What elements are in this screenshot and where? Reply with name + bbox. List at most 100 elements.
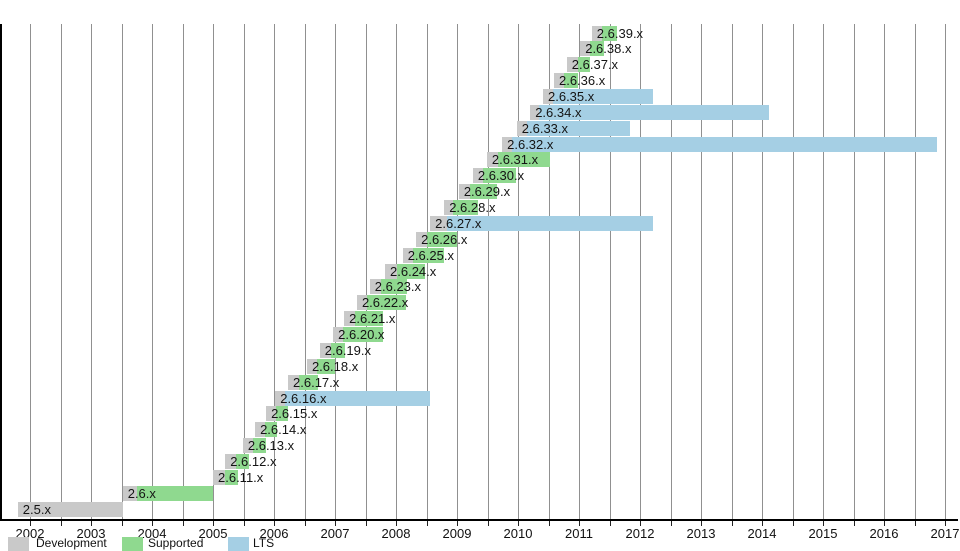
lts-swatch — [228, 537, 249, 551]
axis-tick — [762, 521, 763, 526]
gridline — [731, 24, 733, 519]
version-label: 2.6.23.x — [374, 279, 422, 295]
axis-tick — [823, 521, 824, 526]
gridline — [457, 24, 458, 519]
gridline — [518, 24, 519, 519]
gridline — [213, 24, 214, 519]
development-segment — [530, 104, 539, 120]
lts-segment — [511, 136, 938, 152]
axis-tick — [487, 521, 489, 526]
lts-segment — [552, 88, 653, 104]
development-segment — [344, 311, 356, 327]
supported-segment — [589, 41, 604, 57]
gridline — [304, 24, 306, 519]
x-axis-year-label: 2013 — [686, 526, 716, 541]
x-axis-year-label: 2017 — [930, 526, 960, 541]
axis-tick — [640, 521, 641, 526]
gridline — [274, 24, 275, 519]
version-label: 2.6.31.x — [491, 152, 539, 168]
axis-tick — [182, 521, 184, 526]
supported-segment — [225, 469, 238, 485]
x-axis-year-label: 2006 — [259, 526, 289, 541]
x-axis-year-label: 2005 — [198, 526, 228, 541]
version-label: 2.6.35.x — [548, 88, 595, 104]
gridline — [762, 24, 763, 519]
gridline — [609, 24, 611, 519]
axis-tick — [853, 521, 855, 526]
lts-segment — [527, 120, 631, 136]
x-axis-year-label: 2004 — [137, 526, 167, 541]
development-segment — [122, 485, 137, 501]
axis-tick — [152, 521, 153, 526]
gridline — [670, 24, 672, 519]
supported-segment — [469, 184, 498, 200]
version-label: 2.6.17.x — [293, 374, 340, 390]
supported-segment — [136, 485, 213, 501]
supported-segment — [316, 358, 335, 374]
version-label: 2.6.32.x — [507, 136, 554, 152]
version-label: 2.6.29.x — [463, 184, 511, 200]
version-label: 2.6.19.x — [324, 342, 372, 358]
lts-segment — [538, 104, 769, 120]
supported-segment — [452, 200, 478, 216]
version-label: 2.6.37.x — [571, 57, 619, 73]
version-label: 2.6.x — [127, 485, 156, 501]
version-label: 2.6.11.x — [218, 469, 264, 485]
development-segment — [580, 41, 590, 57]
supported-segment — [413, 247, 445, 263]
lts-segment — [284, 390, 431, 406]
gridline — [579, 24, 580, 519]
axis-tick — [670, 521, 672, 526]
version-label: 2.6.34.x — [535, 104, 582, 120]
legend: Development Supported LTS — [0, 536, 960, 551]
gridline — [243, 24, 245, 519]
axis-tick — [792, 521, 794, 526]
version-label: 2.6.18.x — [311, 358, 359, 374]
version-label: 2.6.36.x — [558, 73, 606, 89]
axis-tick — [396, 521, 397, 526]
axis-tick — [457, 521, 458, 526]
supported-segment — [366, 295, 406, 311]
supported-segment — [563, 73, 578, 89]
axis-tick — [365, 521, 367, 526]
supported-segment — [236, 453, 249, 469]
axis-tick — [609, 521, 611, 526]
x-axis-year-label: 2014 — [747, 526, 777, 541]
development-segment — [266, 406, 276, 422]
development-segment — [444, 200, 453, 216]
axis-tick — [945, 521, 946, 526]
supported-segment — [427, 231, 457, 247]
development-swatch — [8, 537, 29, 551]
development-segment — [416, 231, 428, 247]
axis-tick — [701, 521, 702, 526]
gridline — [30, 24, 31, 519]
legend-label-lts: LTS — [253, 536, 275, 550]
axis-tick — [274, 521, 275, 526]
axis-tick — [304, 521, 306, 526]
development-segment — [255, 422, 265, 438]
gridline — [640, 24, 641, 519]
development-segment — [566, 57, 578, 73]
supported-segment — [380, 279, 407, 295]
development-segment — [385, 263, 398, 279]
supported-segment — [253, 438, 267, 454]
gridline — [945, 24, 946, 519]
supported-segment — [299, 374, 318, 390]
version-label: 2.6.14.x — [260, 422, 307, 438]
x-axis-line — [0, 519, 958, 521]
x-axis-year-label: 2007 — [320, 526, 350, 541]
lts-segment — [447, 215, 653, 231]
development-segment — [502, 136, 512, 152]
version-label: 2.6.24.x — [390, 263, 437, 279]
legend-item-lts: LTS — [228, 536, 308, 551]
supported-segment — [577, 57, 590, 73]
development-segment — [591, 25, 603, 41]
axis-tick — [121, 521, 123, 526]
development-segment — [306, 358, 317, 374]
gridline — [884, 24, 885, 519]
version-label: 2.6.30.x — [477, 168, 525, 184]
supported-segment — [330, 342, 345, 358]
version-label: 2.6.27.x — [435, 215, 482, 231]
gridline — [121, 24, 123, 519]
axis-tick — [518, 521, 519, 526]
